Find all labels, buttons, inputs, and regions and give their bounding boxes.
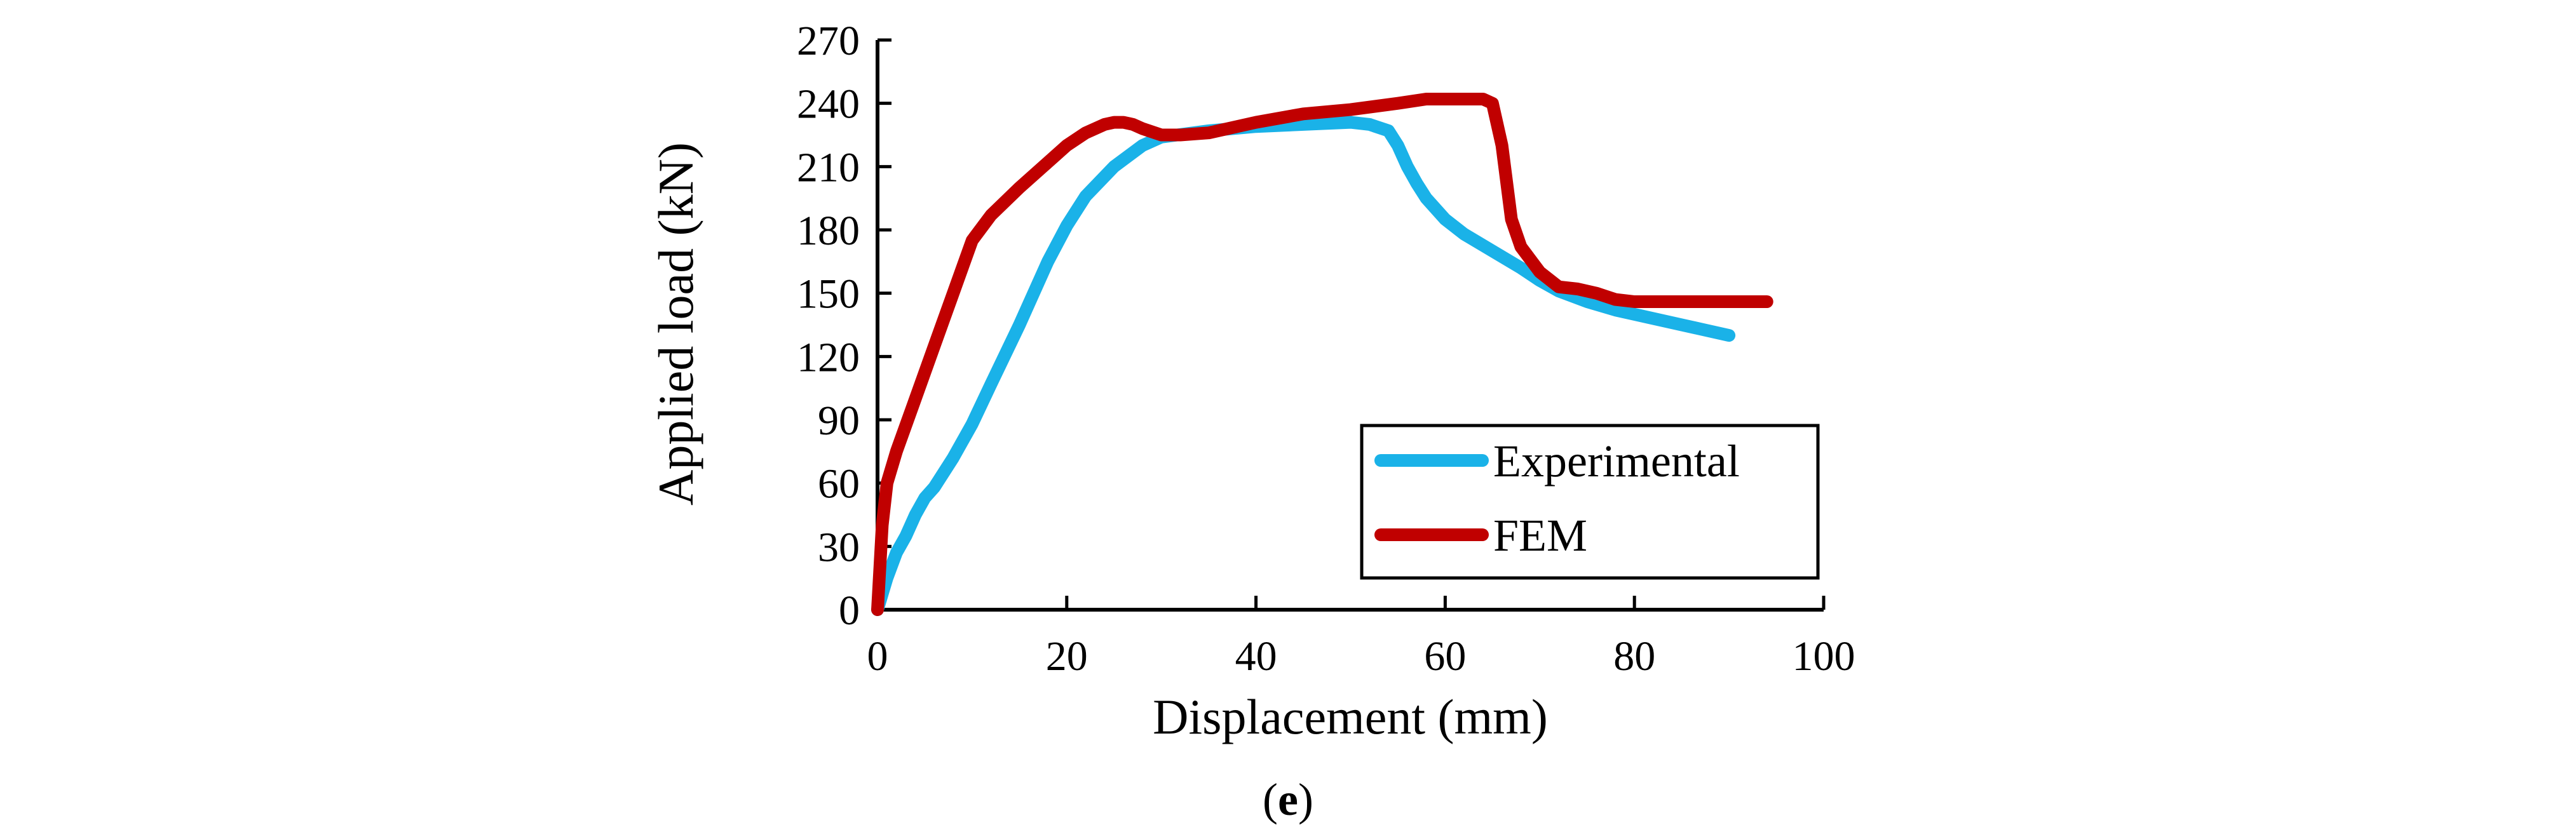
y-tick-label: 120	[797, 334, 860, 380]
figure-caption: (e)	[1263, 774, 1313, 825]
y-tick-label: 90	[818, 398, 860, 444]
legend-label-experimental: Experimental	[1493, 436, 1740, 486]
x-axis-title: Displacement (mm)	[1153, 689, 1548, 744]
y-tick-label: 180	[797, 208, 860, 254]
legend-label-fem: FEM	[1493, 510, 1587, 561]
series-line-fem	[871, 93, 1773, 616]
caption-close: )	[1298, 774, 1313, 825]
y-tick-label: 0	[839, 587, 860, 634]
y-tick-label: 30	[818, 524, 860, 570]
legend-box	[1360, 424, 1820, 580]
y-tick-label: 240	[797, 81, 860, 128]
caption-open: (	[1263, 774, 1278, 825]
y-axis-title: Applied load (kN)	[648, 142, 703, 506]
x-tick-label: 80	[1613, 633, 1655, 680]
y-ticks: 0 30 60 90 120 150 180 210 240 270	[797, 18, 891, 634]
x-tick-label: 100	[1793, 633, 1855, 680]
series-line-experimental	[871, 116, 1736, 616]
series-layer	[871, 93, 1773, 616]
y-tick-label: 210	[797, 144, 860, 191]
x-tick-label: 20	[1046, 633, 1088, 680]
caption-letter: e	[1278, 774, 1298, 825]
x-ticks: 0 20 40 60 80 100	[867, 596, 1855, 680]
y-tick-label: 150	[797, 271, 860, 318]
x-tick-label: 40	[1235, 633, 1277, 680]
x-tick-label: 0	[867, 633, 888, 680]
y-tick-label: 270	[797, 18, 860, 64]
legend: Experimental FEM	[1360, 424, 1820, 580]
y-tick-label: 60	[818, 461, 860, 507]
x-tick-label: 60	[1424, 633, 1466, 680]
